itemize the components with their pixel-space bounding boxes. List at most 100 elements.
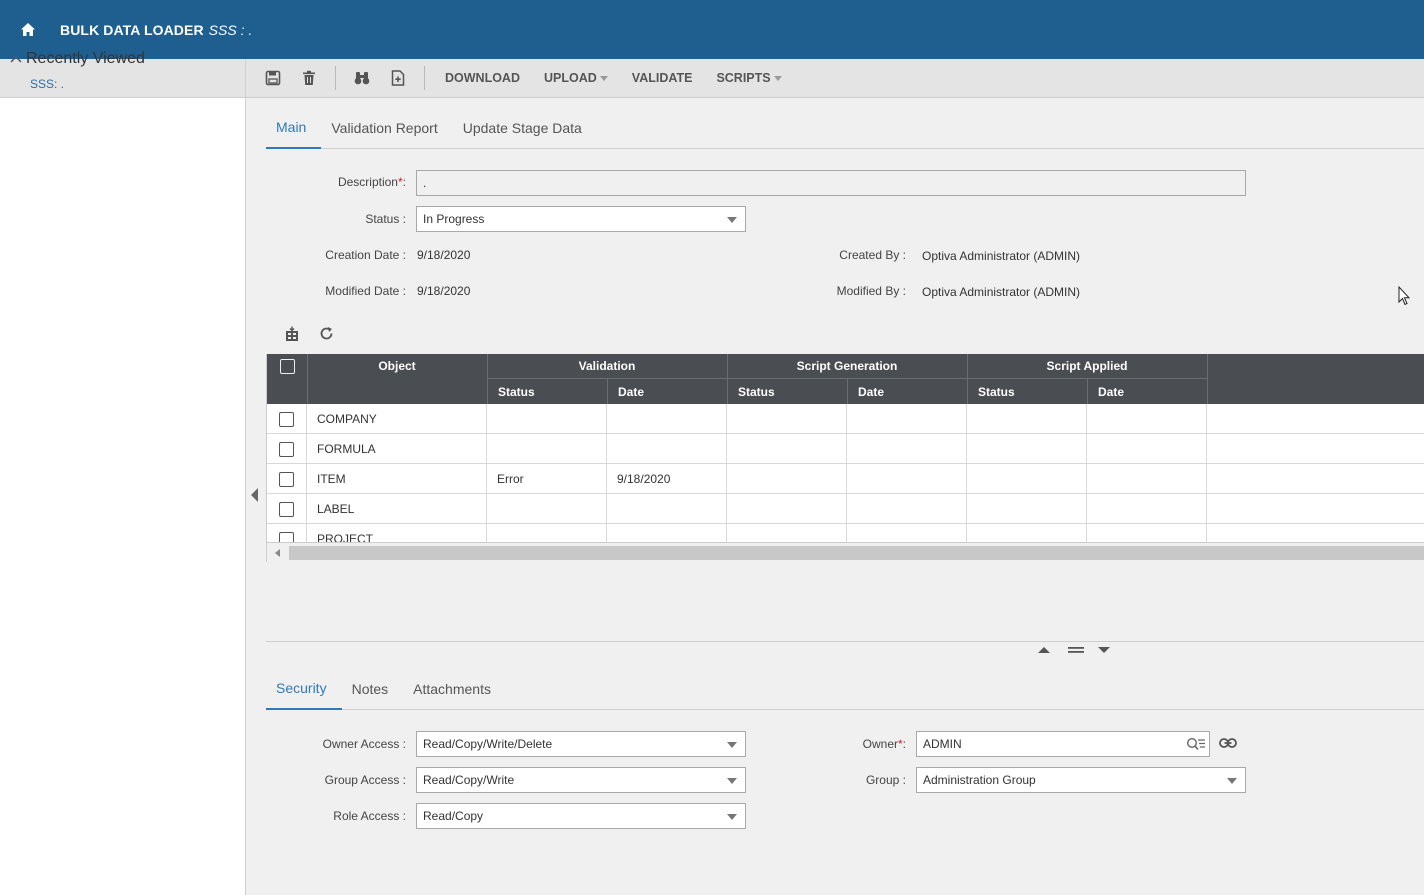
owner-field[interactable]: ADMIN xyxy=(916,731,1210,757)
grid-cell xyxy=(727,404,847,434)
row-checkbox-cell xyxy=(267,404,307,434)
grid-cell xyxy=(727,434,847,464)
recently-viewed-label: Recently Viewed xyxy=(26,50,145,67)
group-access-select[interactable]: Read/Copy/Write xyxy=(416,767,746,793)
lookup-icon[interactable] xyxy=(1186,737,1206,751)
grid-cell xyxy=(607,434,727,464)
mouse-cursor-icon xyxy=(1398,286,1410,306)
tab-main[interactable]: Main xyxy=(266,107,322,149)
new-document-button[interactable] xyxy=(380,59,416,98)
scripts-button[interactable]: SCRIPTS xyxy=(704,59,793,98)
col-object[interactable]: Object xyxy=(378,359,416,373)
col-scriptapplied-status[interactable]: Status xyxy=(978,384,1015,399)
row-checkbox[interactable] xyxy=(279,441,294,457)
grid-cell xyxy=(1087,404,1207,434)
grid-cell xyxy=(607,524,727,554)
group-select[interactable]: Administration Group xyxy=(916,767,1246,793)
modified-by-value: Optiva Administrator (ADMIN) xyxy=(922,285,1081,299)
col-scriptgen-status[interactable]: Status xyxy=(738,384,775,399)
table-row[interactable]: COMPANY xyxy=(267,404,1424,434)
link-icon[interactable] xyxy=(1219,737,1237,749)
grid-cell: FORMULA xyxy=(307,434,487,464)
tab-security[interactable]: Security xyxy=(266,668,342,710)
col-validation-status[interactable]: Status xyxy=(498,384,535,399)
table-row[interactable]: FORMULA xyxy=(267,434,1424,464)
caret-down-icon xyxy=(599,75,608,81)
tab-update-stage-data[interactable]: Update Stage Data xyxy=(462,120,582,136)
group-access-label: Group Access : xyxy=(324,773,406,787)
dropdown-arrow-icon xyxy=(727,217,737,223)
download-button[interactable]: DOWNLOAD xyxy=(445,71,520,85)
upload-button[interactable]: UPLOAD xyxy=(532,59,620,98)
grid-cell xyxy=(967,404,1087,434)
collapse-sidebar-arrow-icon[interactable] xyxy=(251,488,258,502)
tab-validation-report[interactable]: Validation Report xyxy=(331,120,438,136)
col-scriptapplied-date[interactable]: Date xyxy=(1098,384,1125,399)
scrollbar-thumb[interactable] xyxy=(289,546,1424,560)
row-checkbox[interactable] xyxy=(279,501,294,517)
recently-viewed-toggle[interactable]: Recently Viewed xyxy=(10,50,145,68)
pane-splitter[interactable] xyxy=(266,641,1424,642)
description-input[interactable]: . xyxy=(416,170,1246,196)
save-icon xyxy=(265,70,281,86)
grid-cell: ITEM xyxy=(307,464,487,494)
expand-down-icon[interactable] xyxy=(1097,646,1111,654)
bottom-tabs: Security Notes Attachments xyxy=(266,668,1424,710)
select-all-checkbox[interactable] xyxy=(280,359,295,374)
binoculars-icon xyxy=(354,72,370,85)
required-marker: * xyxy=(397,175,403,189)
validate-button[interactable]: VALIDATE xyxy=(631,71,693,85)
role-access-select[interactable]: Read/Copy xyxy=(416,803,746,829)
home-button[interactable] xyxy=(0,0,56,59)
grid-toolbar xyxy=(285,326,334,345)
page-title: BULK DATA LOADER xyxy=(60,21,204,38)
col-scriptgen-date[interactable]: Date xyxy=(858,384,885,399)
find-button[interactable] xyxy=(344,59,380,98)
grid-cell xyxy=(967,464,1087,494)
upload-label: UPLOAD xyxy=(544,71,597,85)
splitter-controls xyxy=(1037,646,1111,654)
col-script-applied: Script Applied xyxy=(1046,359,1128,373)
tab-notes[interactable]: Notes xyxy=(351,681,389,697)
save-button[interactable] xyxy=(255,59,291,98)
table-row[interactable]: ITEM Error 9/18/2020 xyxy=(267,464,1424,494)
home-icon xyxy=(21,23,35,36)
refresh-button[interactable] xyxy=(319,326,334,345)
row-checkbox[interactable] xyxy=(279,471,294,487)
grid-cell: COMPANY xyxy=(307,404,487,434)
modified-by-label: Modified By : xyxy=(836,284,906,298)
sidebar-header xyxy=(0,59,245,98)
owner-access-select[interactable]: Read/Copy/Write/Delete xyxy=(416,731,746,757)
drag-handle-icon[interactable] xyxy=(1067,646,1085,654)
grid-cell: 9/18/2020 xyxy=(607,464,727,494)
dropdown-arrow-icon xyxy=(1227,778,1237,784)
dropdown-arrow-icon xyxy=(727,814,737,820)
grid-cell xyxy=(607,404,727,434)
row-checkbox[interactable] xyxy=(279,411,294,427)
expand-up-icon[interactable] xyxy=(1037,646,1051,654)
horizontal-scrollbar[interactable] xyxy=(267,542,1424,562)
delete-button[interactable] xyxy=(291,59,327,98)
caret-down-icon xyxy=(773,75,782,81)
table-row[interactable]: LABEL xyxy=(267,494,1424,524)
scripts-label: SCRIPTS xyxy=(716,71,771,85)
trash-icon xyxy=(303,70,315,85)
export-grid-icon xyxy=(286,326,298,341)
scroll-left-icon[interactable] xyxy=(275,549,280,557)
status-select[interactable]: In Progress xyxy=(416,206,746,232)
col-validation-date[interactable]: Date xyxy=(618,384,645,399)
status-value: In Progress xyxy=(423,212,485,226)
role-access-label: Role Access : xyxy=(333,809,406,823)
tab-attachments[interactable]: Attachments xyxy=(413,681,491,697)
grid-cell xyxy=(727,524,847,554)
group-access-value: Read/Copy/Write xyxy=(423,773,515,787)
grid-cell xyxy=(487,434,607,464)
export-grid-button[interactable] xyxy=(285,326,299,345)
grid-cell xyxy=(727,494,847,524)
description-label: Description*: xyxy=(337,175,406,189)
grid-cell xyxy=(847,464,967,494)
grid-cell xyxy=(607,494,727,524)
recently-viewed-item[interactable]: SSS: . xyxy=(30,77,65,91)
grid-cell xyxy=(1087,494,1207,524)
grid-cell xyxy=(847,404,967,434)
